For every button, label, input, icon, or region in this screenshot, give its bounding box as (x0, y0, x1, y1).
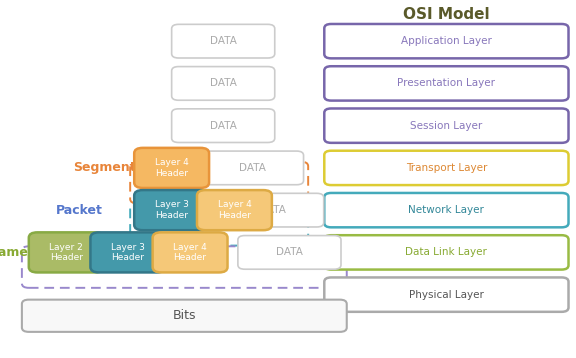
Text: DATA: DATA (210, 78, 237, 88)
Text: DATA: DATA (276, 247, 303, 257)
Text: DATA: DATA (210, 121, 237, 131)
FancyBboxPatch shape (90, 232, 165, 272)
FancyBboxPatch shape (197, 190, 272, 230)
FancyBboxPatch shape (134, 148, 209, 188)
Text: Layer 2
Header: Layer 2 Header (50, 243, 83, 262)
FancyBboxPatch shape (172, 24, 275, 58)
Text: DATA: DATA (238, 163, 266, 173)
Text: Data Link Layer: Data Link Layer (406, 247, 487, 257)
Text: Transport Layer: Transport Layer (406, 163, 487, 173)
Text: DATA: DATA (259, 205, 286, 215)
Text: Packet: Packet (56, 204, 103, 217)
Text: Frame: Frame (0, 246, 29, 259)
FancyBboxPatch shape (324, 193, 569, 227)
FancyBboxPatch shape (324, 24, 569, 58)
FancyBboxPatch shape (200, 151, 304, 185)
FancyBboxPatch shape (324, 235, 569, 270)
Text: Layer 3
Header: Layer 3 Header (111, 243, 145, 262)
FancyBboxPatch shape (172, 67, 275, 100)
FancyBboxPatch shape (324, 277, 569, 312)
FancyBboxPatch shape (324, 108, 569, 143)
Text: Application Layer: Application Layer (401, 36, 492, 46)
Text: DATA: DATA (210, 36, 237, 46)
Text: Session Layer: Session Layer (410, 121, 483, 131)
FancyBboxPatch shape (324, 66, 569, 101)
Text: Physical Layer: Physical Layer (409, 290, 484, 300)
FancyBboxPatch shape (238, 236, 341, 269)
Text: Bits: Bits (173, 309, 196, 322)
Text: Layer 4
Header: Layer 4 Header (173, 243, 207, 262)
FancyBboxPatch shape (29, 232, 104, 272)
Text: OSI Model: OSI Model (403, 7, 490, 22)
FancyBboxPatch shape (172, 109, 275, 142)
Text: Segment: Segment (73, 161, 135, 174)
FancyBboxPatch shape (221, 193, 324, 227)
Text: Layer 3
Header: Layer 3 Header (155, 200, 188, 220)
Text: Presentation Layer: Presentation Layer (397, 78, 495, 88)
FancyBboxPatch shape (134, 190, 209, 230)
Text: Layer 4
Header: Layer 4 Header (218, 200, 251, 220)
Text: Layer 4
Header: Layer 4 Header (155, 158, 188, 178)
FancyBboxPatch shape (22, 300, 347, 332)
Text: Network Layer: Network Layer (408, 205, 484, 215)
FancyBboxPatch shape (324, 151, 569, 185)
FancyBboxPatch shape (153, 232, 228, 272)
